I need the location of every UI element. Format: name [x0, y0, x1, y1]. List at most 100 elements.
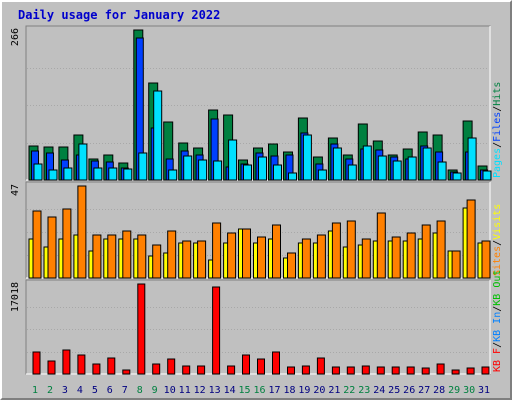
bar-kb-f-8 — [137, 283, 146, 375]
bar-pages-10 — [168, 169, 178, 181]
day-label-9: 9 — [152, 385, 158, 396]
bar-sites-9 — [152, 244, 162, 279]
legend-entry: KB F — [492, 348, 503, 372]
bar-sites-26 — [406, 232, 416, 279]
bar-pages-21 — [332, 147, 342, 181]
bar-sites-31 — [481, 240, 491, 279]
day-label-26: 26 — [403, 385, 415, 396]
legend-entry: KB In — [492, 312, 503, 342]
bar-kb-f-17 — [272, 351, 280, 375]
day-label-17: 17 — [268, 385, 280, 396]
bar-kb-f-31 — [481, 366, 490, 375]
legend-entry: / — [492, 240, 503, 246]
day-label-15: 15 — [238, 385, 250, 396]
bar-sites-4 — [77, 185, 87, 279]
bar-kb-f-12 — [197, 365, 206, 375]
bar-sites-14 — [227, 232, 237, 279]
day-label-12: 12 — [194, 385, 206, 396]
legend-entry: Hits — [492, 82, 503, 106]
bar-sites-3 — [62, 208, 72, 279]
day-label-2: 2 — [47, 385, 53, 396]
bar-kb-f-7 — [122, 369, 131, 375]
day-label-30: 30 — [463, 385, 475, 396]
day-label-6: 6 — [107, 385, 113, 396]
bar-kb-f-18 — [287, 366, 295, 375]
bar-kb-f-20 — [316, 357, 325, 375]
bar-pages-13 — [213, 160, 223, 181]
bar-sites-27 — [421, 224, 431, 279]
bar-pages-20 — [317, 169, 327, 181]
bar-kb-f-6 — [107, 357, 116, 375]
day-label-8: 8 — [137, 385, 143, 396]
bar-pages-29 — [452, 172, 462, 181]
bar-kb-f-14 — [227, 365, 236, 375]
bar-sites-15 — [242, 228, 251, 279]
bar-pages-25 — [392, 160, 402, 181]
bar-kb-f-26 — [406, 366, 415, 375]
day-label-5: 5 — [92, 385, 98, 396]
bar-pages-2 — [48, 169, 58, 181]
bar-kb-f-22 — [346, 366, 355, 375]
bar-pages-27 — [422, 147, 432, 181]
day-label-14: 14 — [224, 385, 236, 396]
bar-sites-28 — [436, 220, 446, 279]
day-label-11: 11 — [179, 385, 191, 396]
day-label-16: 16 — [253, 385, 265, 396]
bar-kb-f-13 — [212, 286, 221, 375]
day-label-24: 24 — [373, 385, 385, 396]
legend-middle: Sites/Visits — [492, 204, 503, 276]
legend-entry: / — [492, 106, 503, 112]
bar-sites-12 — [197, 240, 207, 279]
legend-entry: / — [492, 142, 503, 148]
chart-title: Daily usage for January 2022 — [18, 8, 221, 22]
legend-entry: / — [492, 342, 503, 348]
bar-kb-f-16 — [257, 358, 265, 375]
day-label-18: 18 — [283, 385, 295, 396]
bar-kb-f-1 — [32, 351, 41, 375]
day-label-22: 22 — [343, 385, 355, 396]
day-label-4: 4 — [77, 385, 83, 396]
bar-sites-7 — [122, 230, 132, 279]
bar-sites-2 — [47, 216, 57, 279]
bar-pages-16 — [258, 156, 267, 181]
bar-pages-15 — [243, 164, 252, 181]
day-label-1: 1 — [32, 385, 38, 396]
day-label-7: 7 — [122, 385, 128, 396]
bar-pages-22 — [347, 164, 357, 181]
day-label-25: 25 — [388, 385, 400, 396]
bar-sites-5 — [92, 234, 102, 279]
day-label-19: 19 — [298, 385, 310, 396]
bar-pages-14 — [228, 139, 238, 181]
bar-sites-16 — [257, 236, 266, 279]
bar-sites-10 — [167, 230, 177, 279]
max-label-middle: 47 — [10, 184, 21, 196]
bar-sites-19 — [301, 238, 311, 279]
bar-kb-f-10 — [167, 358, 176, 375]
legend-entry: / — [492, 306, 503, 312]
bar-kb-f-4 — [77, 354, 86, 375]
legend-entry: Visits — [492, 204, 503, 240]
bar-pages-30 — [467, 137, 477, 181]
bar-sites-20 — [316, 234, 326, 279]
bar-pages-5 — [93, 167, 103, 181]
bar-kb-f-2 — [47, 360, 56, 375]
legend-entry: KB Out — [492, 270, 503, 306]
day-label-28: 28 — [433, 385, 445, 396]
bar-kb-f-21 — [331, 366, 340, 375]
bar-sites-30 — [466, 199, 476, 279]
day-label-10: 10 — [164, 385, 176, 396]
bar-pages-9 — [153, 90, 163, 181]
bar-kb-f-28 — [436, 363, 445, 375]
bar-sites-1 — [32, 210, 42, 279]
bar-kb-f-15 — [242, 354, 250, 375]
bar-pages-4 — [78, 143, 88, 181]
day-label-20: 20 — [313, 385, 325, 396]
day-label-3: 3 — [62, 385, 68, 396]
day-label-21: 21 — [328, 385, 340, 396]
bar-sites-29 — [451, 250, 461, 279]
day-label-29: 29 — [448, 385, 460, 396]
bar-sites-23 — [361, 238, 371, 279]
bar-kb-f-25 — [391, 366, 400, 375]
bar-pages-6 — [108, 167, 118, 181]
